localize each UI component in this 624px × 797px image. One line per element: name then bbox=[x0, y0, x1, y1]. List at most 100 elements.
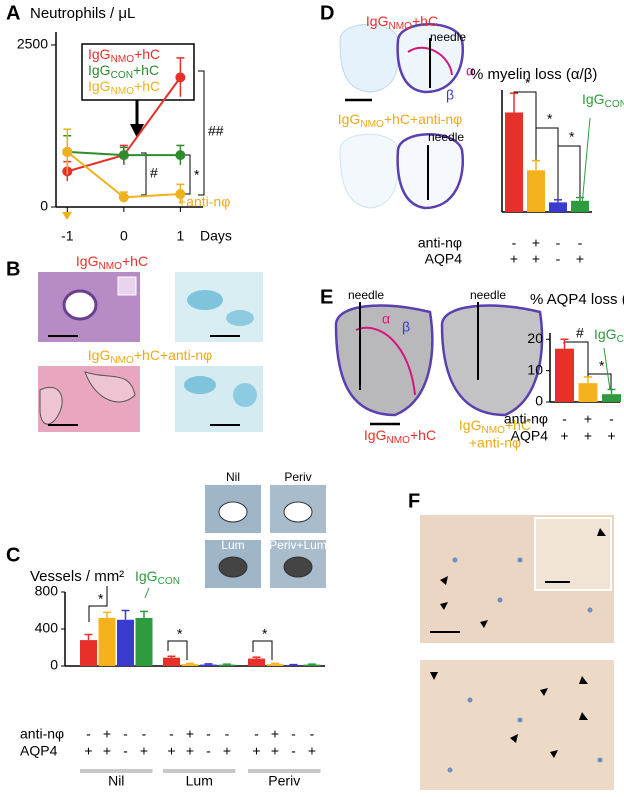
bracket bbox=[88, 586, 108, 622]
condition-mark: - bbox=[86, 726, 91, 742]
arrow-head bbox=[130, 124, 144, 138]
panel-letter: B bbox=[6, 258, 20, 280]
x-tick-label: Lum bbox=[186, 773, 213, 789]
condition-label: anti-nφ bbox=[418, 235, 462, 251]
condition-mark: - bbox=[142, 726, 147, 742]
y-tick-label: 0 bbox=[40, 198, 48, 214]
bar bbox=[578, 383, 598, 402]
leader-line bbox=[144, 587, 150, 599]
bracket bbox=[141, 152, 147, 196]
annotation: +anti-nφ bbox=[178, 194, 230, 210]
leader-line bbox=[581, 117, 591, 206]
treatment-marker bbox=[62, 212, 72, 220]
annotation: * bbox=[98, 591, 104, 607]
inset-images bbox=[205, 485, 326, 588]
bar bbox=[285, 665, 302, 666]
bar bbox=[80, 640, 97, 666]
condition-label: AQP4 bbox=[20, 743, 58, 759]
image-label: needle bbox=[470, 288, 506, 302]
leader-line bbox=[603, 347, 611, 391]
bar bbox=[505, 112, 523, 212]
condition-mark: - bbox=[169, 726, 174, 742]
panel-letter: D bbox=[320, 2, 334, 24]
annotation: * bbox=[599, 358, 605, 374]
condition-mark: - bbox=[225, 726, 230, 742]
bracket bbox=[557, 145, 581, 212]
condition-mark: - bbox=[291, 743, 296, 759]
image-label: needle bbox=[348, 288, 384, 302]
condition-mark: + bbox=[103, 726, 111, 742]
y-tick-label: 2500 bbox=[17, 36, 48, 52]
annotation: # bbox=[150, 165, 158, 181]
bar bbox=[571, 200, 589, 212]
condition-mark: + bbox=[84, 743, 92, 759]
condition-mark: - bbox=[562, 411, 567, 427]
bar bbox=[117, 619, 134, 666]
image-label: α bbox=[382, 311, 390, 327]
brain-section bbox=[339, 133, 400, 209]
data-point bbox=[175, 72, 186, 83]
condition-mark: + bbox=[271, 726, 279, 742]
bar bbox=[527, 170, 545, 212]
chart-title: Neutrophils / μL bbox=[30, 5, 135, 22]
image-label: needle bbox=[428, 130, 464, 144]
data-point bbox=[175, 189, 186, 200]
vessel bbox=[62, 289, 98, 321]
chart-title: % AQP4 loss (α/β) bbox=[530, 291, 624, 308]
condition-mark: + bbox=[532, 235, 540, 251]
inset-label: Periv bbox=[284, 470, 311, 484]
stain bbox=[184, 376, 216, 394]
annotation: * bbox=[569, 129, 575, 145]
group-bar bbox=[80, 769, 153, 773]
condition-mark: - bbox=[206, 743, 211, 759]
inset-label: Lum bbox=[221, 538, 244, 552]
condition-label: anti-nφ bbox=[504, 411, 548, 427]
image-label: IgGNMO+hC bbox=[366, 13, 438, 32]
annotation: IgGCON bbox=[135, 568, 180, 587]
stain bbox=[233, 383, 257, 407]
y-tick-label: 0 bbox=[50, 657, 58, 673]
x-tick-label: Nil bbox=[108, 773, 124, 789]
condition-mark: + bbox=[584, 411, 592, 427]
condition-mark: - bbox=[512, 235, 517, 251]
condition-mark: + bbox=[223, 743, 231, 759]
data-point bbox=[175, 150, 186, 161]
bracket bbox=[185, 154, 191, 195]
panel-letter: F bbox=[408, 490, 420, 512]
data-point bbox=[62, 146, 73, 157]
arrowheads bbox=[430, 528, 606, 758]
condition-label: AQP4 bbox=[511, 428, 549, 444]
image-label: IgGNMO+hC+anti-nφ bbox=[88, 347, 212, 366]
condition-mark: - bbox=[254, 726, 259, 742]
nuclei bbox=[447, 557, 603, 773]
group-bar bbox=[248, 769, 321, 773]
condition-mark: + bbox=[103, 743, 111, 759]
bar bbox=[555, 348, 574, 402]
condition-mark: + bbox=[271, 743, 279, 759]
inset-label: Periv+Lum bbox=[269, 538, 327, 552]
brain-section bbox=[339, 23, 399, 93]
bar bbox=[200, 664, 217, 666]
stain bbox=[187, 290, 223, 310]
condition-mark: - bbox=[578, 235, 583, 251]
image-label: β bbox=[446, 87, 454, 103]
y-tick-label: 0 bbox=[535, 393, 543, 409]
legend-entry: IgGCON+hC bbox=[88, 62, 159, 81]
condition-mark: - bbox=[556, 235, 561, 251]
brain-section bbox=[396, 133, 464, 210]
annotation: * bbox=[177, 626, 183, 642]
panel-letter: C bbox=[6, 544, 20, 566]
y-tick-label: 800 bbox=[35, 583, 59, 599]
bracket bbox=[167, 640, 188, 660]
condition-mark: - bbox=[123, 726, 128, 742]
condition-mark: - bbox=[291, 726, 296, 742]
bar bbox=[549, 202, 567, 212]
bracket bbox=[198, 70, 205, 196]
condition-mark: + bbox=[510, 251, 518, 267]
image-label: needle bbox=[430, 30, 466, 44]
bar bbox=[163, 657, 180, 666]
bar bbox=[602, 394, 621, 402]
lesion-outline bbox=[355, 326, 416, 396]
bar bbox=[98, 617, 116, 666]
chart-title: % myelin loss (α/β) bbox=[470, 66, 597, 83]
